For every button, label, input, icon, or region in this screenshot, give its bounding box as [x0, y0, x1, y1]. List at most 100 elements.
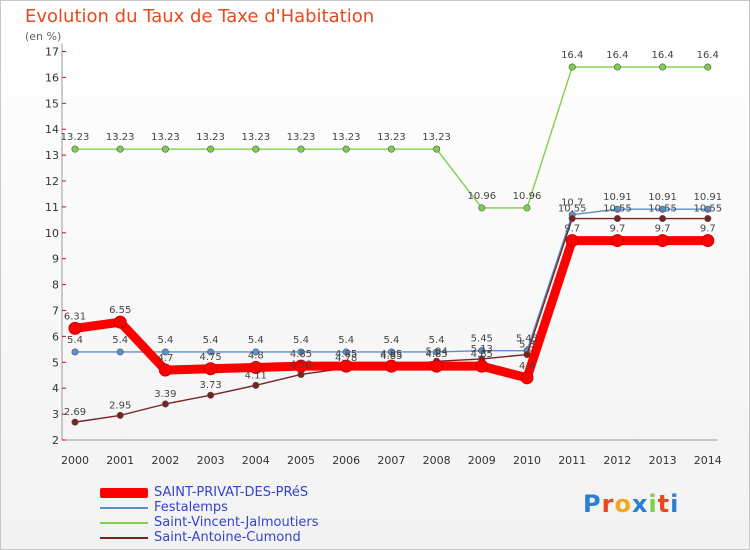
y-tick-label: 2 [52, 434, 59, 447]
data-label: 5.13 [471, 344, 493, 355]
data-label: 10.91 [648, 192, 677, 203]
data-label: 4.85 [290, 349, 312, 360]
data-label: 10.7 [561, 198, 583, 209]
data-point [613, 215, 621, 223]
data-label: 10.96 [513, 191, 542, 202]
data-point [116, 411, 124, 419]
data-label: 10.55 [603, 204, 632, 215]
legend-label: Festalemps [154, 500, 228, 515]
data-point [433, 145, 441, 153]
data-label: 10.55 [558, 204, 587, 215]
data-label: 2.95 [109, 400, 131, 411]
data-point [475, 359, 489, 373]
data-label: 4.85 [425, 349, 447, 360]
data-point [252, 348, 260, 356]
data-label: 10.55 [693, 204, 722, 215]
data-point [478, 347, 486, 355]
x-tick-label: 2007 [377, 454, 405, 467]
data-point [116, 348, 124, 356]
y-tick-label: 4 [52, 382, 59, 395]
data-point [207, 391, 215, 399]
data-label: 4.78 [335, 353, 357, 364]
data-point [342, 348, 350, 356]
legend-swatch [100, 537, 148, 539]
x-tick-label: 2011 [558, 454, 586, 467]
x-tick-label: 2006 [332, 454, 360, 467]
proxiti-logo: Proxiti [583, 490, 680, 518]
data-label: 13.23 [287, 132, 316, 143]
y-tick-label: 12 [45, 175, 59, 188]
data-label: 4.85 [335, 349, 357, 360]
x-tick-label: 2004 [242, 454, 270, 467]
data-point [704, 215, 712, 223]
chart-title: Evolution du Taux de Taxe d'Habitation [25, 6, 375, 27]
data-label: 13.23 [151, 132, 180, 143]
x-tick-label: 2002 [151, 454, 179, 467]
data-point [387, 348, 395, 356]
data-point [387, 145, 395, 153]
data-label: 4.85 [380, 351, 402, 362]
data-label: 5.4 [429, 335, 445, 346]
data-point [71, 348, 79, 356]
data-label: 16.4 [651, 50, 673, 61]
data-point [116, 145, 124, 153]
data-point [568, 63, 576, 71]
data-label: 13.23 [422, 132, 451, 143]
data-label: 3.39 [154, 389, 176, 400]
data-point [68, 321, 82, 335]
chart-unit: (en %) [25, 30, 62, 43]
y-tick-label: 5 [52, 356, 59, 369]
data-label: 4.85 [471, 349, 493, 360]
data-label: 9.7 [700, 224, 716, 235]
x-tick-label: 2003 [197, 454, 225, 467]
data-point [71, 145, 79, 153]
data-point [161, 400, 169, 408]
y-tick-label: 16 [45, 71, 59, 84]
y-tick-label: 7 [52, 305, 59, 318]
data-label: 4.85 [380, 349, 402, 360]
data-point [204, 362, 218, 376]
x-tick-label: 2012 [603, 454, 631, 467]
y-tick-label: 10 [45, 227, 59, 240]
data-point [161, 348, 169, 356]
data-label: 10.91 [693, 192, 722, 203]
y-tick-label: 14 [45, 123, 59, 136]
data-point [113, 315, 127, 329]
x-tick-label: 2000 [61, 454, 89, 467]
legend-label: SAINT-PRIVAT-DES-PRéS [154, 485, 309, 500]
data-label: 5.04 [425, 346, 447, 357]
data-point [520, 371, 534, 385]
data-label: 6.55 [109, 305, 131, 316]
data-point [252, 381, 260, 389]
data-label: 6.31 [64, 311, 86, 322]
legend-swatch [100, 507, 148, 509]
data-label: 9.7 [655, 224, 671, 235]
data-label: 10.96 [467, 191, 496, 202]
data-point [656, 234, 670, 248]
data-point [297, 348, 305, 356]
data-label: 9.7 [564, 224, 580, 235]
x-tick-label: 2013 [649, 454, 677, 467]
y-tick-label: 3 [52, 408, 59, 421]
x-tick-label: 2008 [423, 454, 451, 467]
data-point [433, 348, 441, 356]
y-tick-label: 9 [52, 253, 59, 266]
data-label: 4.8 [248, 350, 264, 361]
data-point [704, 205, 712, 213]
data-point [342, 145, 350, 153]
data-label: 13.23 [332, 132, 361, 143]
data-point [249, 360, 263, 374]
data-point [158, 363, 172, 377]
data-label: 5.45 [516, 334, 538, 345]
data-label: 3.73 [199, 380, 221, 391]
data-point [207, 145, 215, 153]
data-point [384, 359, 398, 373]
data-point [297, 145, 305, 153]
data-label: 5.3 [519, 340, 535, 351]
data-label: 5.4 [293, 335, 309, 346]
x-tick-label: 2014 [694, 454, 722, 467]
data-label: 4.11 [245, 370, 267, 381]
data-point [610, 234, 624, 248]
data-label: 5.4 [157, 335, 173, 346]
